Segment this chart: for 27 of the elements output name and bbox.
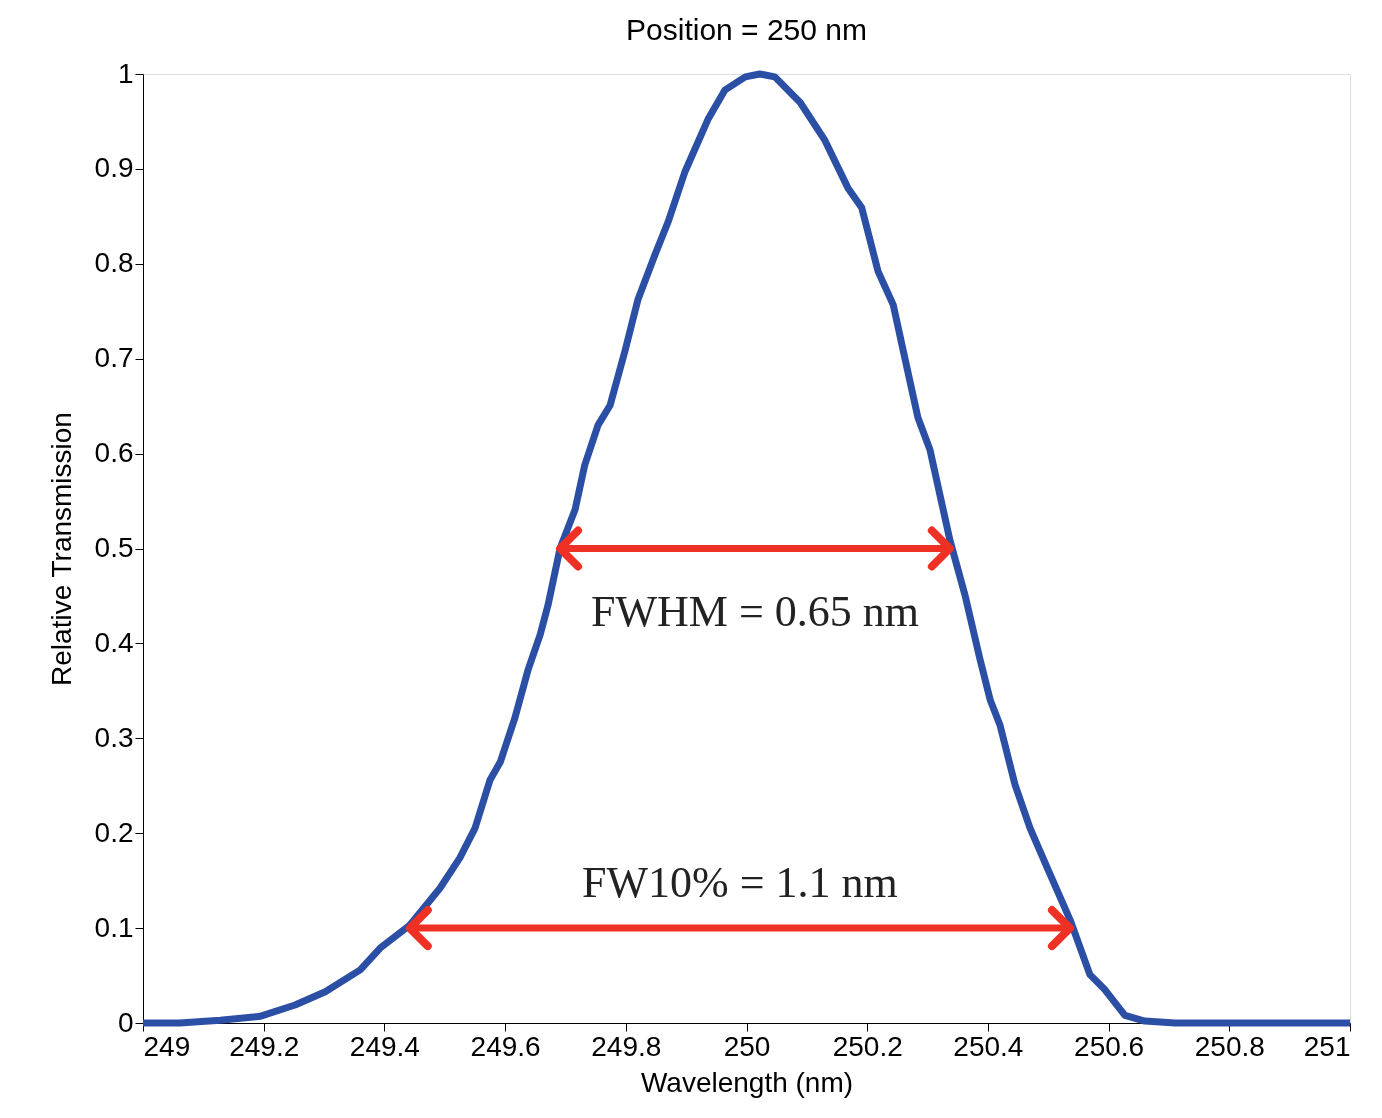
x-tick-label: 250: [723, 1030, 771, 1062]
x-tick-label: 249: [143, 1030, 191, 1062]
x-tick-label: 250.6: [1074, 1030, 1145, 1062]
y-tick-label: 0.5: [94, 532, 134, 563]
y-tick-label: 0.7: [94, 342, 134, 374]
x-tick-label: 250.4: [953, 1030, 1024, 1062]
chart-title: Position = 250 nm: [626, 13, 867, 46]
x-tick-label: 251: [1303, 1030, 1351, 1062]
y-tick-label: 0.6: [94, 437, 134, 469]
y-tick-label: 0.1: [94, 911, 134, 943]
x-tick-label: 249.8: [591, 1030, 662, 1062]
y-tick-label: 0: [117, 1006, 134, 1038]
x-tick-label: 250.2: [832, 1030, 903, 1062]
y-tick-label: 0.3: [94, 721, 134, 753]
x-axis-title: Wavelength (nm): [640, 1066, 854, 1098]
x-tick-label: 249.6: [470, 1030, 541, 1062]
x-tick-label: 250.8: [1194, 1030, 1265, 1062]
y-tick-label: 0.9: [94, 152, 134, 184]
x-tick-label: 249.2: [229, 1030, 300, 1062]
annotation: FWHM = 0.65 nm: [590, 586, 919, 636]
y-tick-label: 1: [117, 57, 134, 89]
y-axis-title: Relative Transmission: [45, 412, 77, 686]
y-tick-label: 0.4: [94, 626, 134, 658]
x-tick-label: 249.4: [349, 1030, 420, 1062]
y-tick-label: 0.2: [94, 816, 134, 848]
y-tick-label: 0.8: [94, 247, 134, 279]
annotation: FW10% = 1.1 nm: [582, 858, 898, 908]
